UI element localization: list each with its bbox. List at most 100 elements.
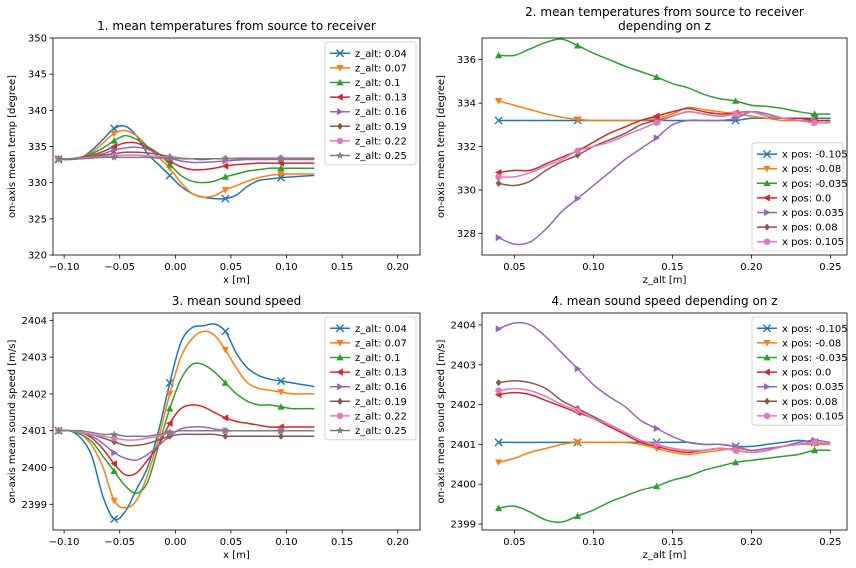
data-point	[811, 446, 819, 454]
legend-box	[751, 142, 844, 252]
legend-marker	[764, 208, 771, 217]
legend-entry: z_alt: 0.07	[330, 63, 407, 74]
legend-entry: z_alt: 0.19	[330, 122, 407, 133]
legend-marker	[763, 165, 771, 173]
x-tick-label: 0.20	[387, 262, 409, 273]
x-tick-label: 0.25	[819, 537, 841, 548]
legend-label: z_alt: 0.19	[355, 122, 407, 133]
series-line	[58, 146, 315, 164]
y-tick-label: 332	[457, 142, 476, 153]
legend-marker	[336, 93, 343, 101]
data-point	[811, 439, 818, 446]
legend-marker	[336, 426, 344, 434]
series-8	[54, 153, 315, 163]
data-point	[110, 460, 118, 468]
data-point	[495, 173, 502, 181]
series-line	[58, 134, 315, 184]
series-line	[58, 429, 315, 447]
series-line	[58, 362, 315, 494]
legend-label: x pos: -0.08	[782, 164, 841, 175]
data-point	[221, 173, 229, 180]
legend-label: z_alt: 0.13	[355, 368, 407, 379]
data-point	[110, 153, 119, 161]
legend-marker	[336, 340, 344, 347]
legend-label: x pos: -0.035	[782, 179, 848, 190]
chart-title: 4. mean sound speed depending on z	[551, 294, 777, 308]
y-tick-label: 340	[28, 106, 47, 117]
plot-area	[494, 38, 831, 246]
series-line	[58, 125, 315, 200]
x-tick-label: 0.15	[331, 262, 353, 273]
legend-marker	[763, 238, 771, 245]
data-point	[811, 110, 819, 117]
data-point	[732, 458, 740, 466]
x-tick-label: 0.05	[503, 262, 525, 273]
legend-marker	[764, 223, 770, 231]
y-axis-label: on-axis mean sound speed [m/s]	[7, 339, 18, 503]
legend-entry: z_alt: 0.25	[330, 426, 407, 437]
legend-entry: x pos: 0.105	[757, 411, 844, 422]
legend-marker	[336, 65, 344, 72]
legend-marker	[335, 324, 345, 333]
y-axis-label: on-axis mean sound speed [m/s]	[436, 339, 447, 503]
y-tick-label: 2403	[22, 353, 47, 364]
data-point	[276, 173, 286, 182]
chart-title: 1. mean temperatures from source to rece…	[97, 19, 376, 33]
x-tick-label: 0.15	[331, 537, 353, 548]
x-tick-label: 0.10	[582, 262, 604, 273]
x-tick-label: −0.10	[49, 262, 80, 273]
data-point	[495, 179, 502, 187]
legend-marker	[336, 353, 344, 361]
legend-marker	[763, 368, 770, 376]
series-line	[58, 323, 315, 521]
data-point	[494, 51, 503, 59]
plot-frame	[52, 312, 421, 531]
data-point	[573, 439, 582, 447]
legend-entry: x pos: -0.08	[757, 164, 841, 175]
legend-entry: x pos: 0.08	[757, 397, 838, 408]
legend-label: x pos: 0.0	[782, 368, 831, 379]
y-tick-label: 325	[28, 214, 47, 225]
data-point	[277, 389, 285, 396]
legend-entry: x pos: 0.035	[757, 382, 844, 393]
data-point	[573, 116, 582, 123]
x-tick-label: 0.05	[220, 262, 242, 273]
legend-entry: x pos: -0.105	[757, 150, 848, 161]
data-point	[495, 387, 502, 394]
legend-entry: z_alt: 0.22	[330, 411, 407, 422]
legend-label: z_alt: 0.22	[355, 136, 407, 147]
plot-frame	[481, 37, 848, 256]
legend-label: z_alt: 0.16	[355, 382, 407, 393]
data-point	[574, 407, 581, 414]
series-line	[498, 110, 831, 178]
series-line	[58, 330, 315, 509]
y-tick-label: 2402	[22, 389, 47, 400]
legend-label: z_alt: 0.04	[355, 324, 407, 335]
legend-entry: z_alt: 0.22	[330, 136, 407, 147]
y-axis-label: on-axis mean temp [degree]	[7, 75, 18, 218]
legend-label: z_alt: 0.07	[355, 338, 407, 349]
legend-label: x pos: -0.105	[782, 324, 848, 335]
x-tick-label: 0.10	[275, 262, 297, 273]
legend-marker	[763, 179, 771, 187]
data-point	[221, 346, 229, 354]
legend-box	[324, 41, 417, 166]
series-line	[58, 429, 315, 438]
x-axis-label: x [m]	[223, 275, 250, 286]
legend-label: z_alt: 0.07	[355, 63, 407, 74]
y-tick-label: 350	[28, 34, 47, 45]
data-point	[811, 119, 818, 126]
legend-label: x pos: 0.08	[782, 397, 838, 408]
series-line	[498, 100, 831, 122]
data-point	[110, 497, 118, 505]
data-point	[494, 504, 503, 511]
legend-entry: x pos: 0.0	[757, 193, 831, 204]
data-point	[221, 414, 229, 422]
x-axis-label: x [m]	[223, 550, 250, 561]
legend-label: x pos: 0.035	[782, 208, 844, 219]
data-point	[276, 376, 286, 386]
data-point	[221, 426, 230, 435]
data-point	[110, 514, 119, 524]
legend-marker	[336, 137, 344, 145]
